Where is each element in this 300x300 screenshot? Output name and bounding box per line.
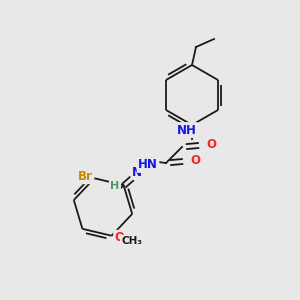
Text: H: H — [110, 181, 120, 191]
Text: NH: NH — [177, 124, 197, 136]
Text: CH₃: CH₃ — [121, 236, 142, 246]
Text: O: O — [206, 139, 216, 152]
Text: HN: HN — [138, 158, 158, 172]
Text: N: N — [132, 166, 142, 178]
Text: Br: Br — [78, 170, 93, 183]
Text: O: O — [115, 231, 124, 244]
Text: O: O — [190, 154, 200, 167]
Text: H: H — [144, 157, 154, 167]
